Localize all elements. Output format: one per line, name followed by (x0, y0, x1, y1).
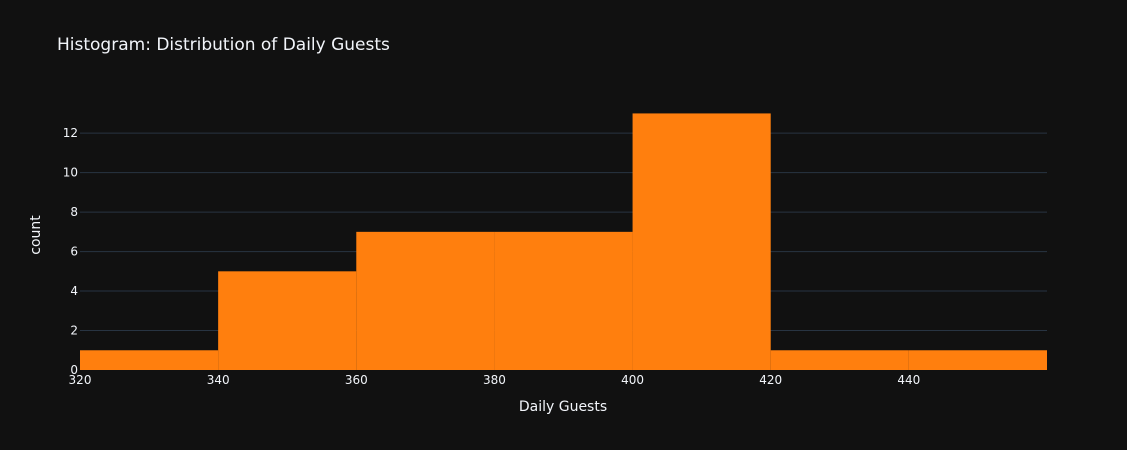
y-axis-ticks: 0 2 4 6 8 10 12 (63, 126, 78, 377)
bars (80, 113, 1047, 370)
x-tick-label: 400 (621, 373, 644, 387)
x-axis-ticks: 320 340 360 380 400 420 440 (69, 373, 921, 387)
x-tick-label: 420 (759, 373, 782, 387)
y-axis-title: count (28, 215, 44, 255)
x-tick-label: 320 (69, 373, 92, 387)
y-tick-label: 10 (63, 166, 78, 180)
y-tick-label: 4 (70, 284, 78, 298)
chart-title: Histogram: Distribution of Daily Guests (57, 35, 390, 55)
y-tick-label: 6 (70, 245, 78, 259)
histogram-bar[interactable] (494, 231, 633, 370)
x-tick-label: 340 (207, 373, 230, 387)
y-tick-label: 12 (63, 126, 78, 140)
histogram-bar[interactable] (908, 350, 1047, 370)
x-tick-label: 360 (345, 373, 368, 387)
y-tick-label: 2 (70, 324, 78, 338)
histogram-bar[interactable] (356, 231, 495, 370)
histogram-bar[interactable] (770, 350, 909, 370)
histogram-bar[interactable] (632, 113, 771, 370)
histogram-bar[interactable] (80, 350, 219, 370)
x-axis-title: Daily Guests (519, 399, 607, 415)
y-tick-label: 0 (70, 363, 78, 377)
histogram-bar[interactable] (218, 271, 357, 370)
y-tick-label: 8 (70, 205, 78, 219)
x-tick-label: 440 (897, 373, 920, 387)
x-tick-label: 380 (483, 373, 506, 387)
